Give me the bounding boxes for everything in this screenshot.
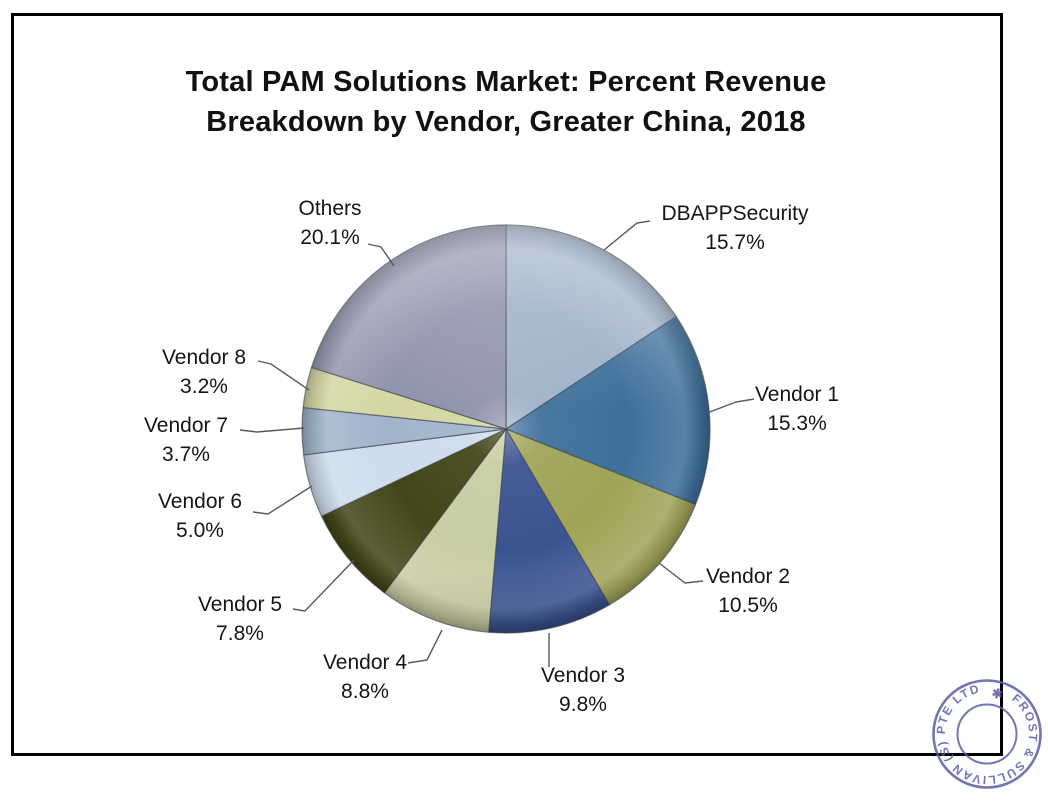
label-vendor-1: Vendor 1 15.3% (755, 380, 839, 438)
label-vendor-7: Vendor 7 3.7% (144, 411, 228, 469)
leader-vendor-5 (292, 559, 355, 612)
leader-vendor-2 (658, 562, 704, 584)
label-others: Others 20.1% (298, 194, 361, 252)
label-vendor-8-name: Vendor 8 (161, 346, 247, 369)
leader-lines (239, 220, 755, 667)
label-vendor-3-value: 9.8% (559, 693, 607, 716)
label-vendor-5-value: 7.8% (216, 622, 264, 645)
label-vendor-6-name: Vendor 6 (157, 490, 243, 513)
chart-title: Total PAM Solutions Market: Percent Reve… (185, 66, 827, 138)
label-others-value: 20.1% (300, 226, 360, 249)
stamp-inner-circle (956, 703, 1018, 765)
label-others-name: Others (298, 197, 362, 220)
label-dbappsecurity-name: DBAPPSecurity (661, 202, 809, 225)
leader-dbappsecurity (603, 220, 651, 251)
label-vendor-6-value: 5.0% (176, 519, 224, 542)
leader-vendor-4 (407, 629, 443, 664)
label-vendor-8: Vendor 8 3.2% (162, 343, 246, 401)
label-vendor-2-name: Vendor 2 (705, 565, 791, 588)
label-vendor-1-name: Vendor 1 (754, 383, 840, 406)
leader-vendor-8 (257, 360, 310, 391)
leader-vendor-7 (239, 427, 305, 433)
pie-slices (301, 224, 711, 634)
label-vendor-5: Vendor 5 7.8% (198, 590, 282, 648)
leader-vendor-6 (252, 485, 313, 515)
label-vendor-8-value: 3.2% (180, 375, 228, 398)
label-vendor-4-value: 8.8% (341, 680, 389, 703)
label-vendor-2-value: 10.5% (718, 594, 778, 617)
label-vendor-1-value: 15.3% (767, 412, 827, 435)
label-dbappsecurity-value: 15.7% (705, 231, 765, 254)
label-dbappsecurity: DBAPPSecurity 15.7% (661, 199, 808, 257)
label-vendor-7-name: Vendor 7 (143, 414, 229, 437)
label-vendor-4-name: Vendor 4 (322, 651, 408, 674)
label-vendor-6: Vendor 6 5.0% (158, 487, 242, 545)
label-vendor-2: Vendor 2 10.5% (706, 562, 790, 620)
leader-others (367, 243, 395, 267)
leader-vendor-1 (706, 398, 755, 414)
label-vendor-3-name: Vendor 3 (540, 664, 626, 687)
stamp-outer-circle (932, 679, 1042, 789)
label-vendor-5-name: Vendor 5 (197, 593, 283, 616)
frost-sullivan-stamp: FROST & SULLIVAN (S) PTE LTD ✱ (932, 679, 1042, 789)
label-vendor-7-value: 3.7% (162, 443, 210, 466)
stamp-star-icon: ✱ (990, 685, 1004, 702)
label-vendor-4: Vendor 4 8.8% (323, 648, 407, 706)
label-vendor-3: Vendor 3 9.8% (541, 661, 625, 719)
